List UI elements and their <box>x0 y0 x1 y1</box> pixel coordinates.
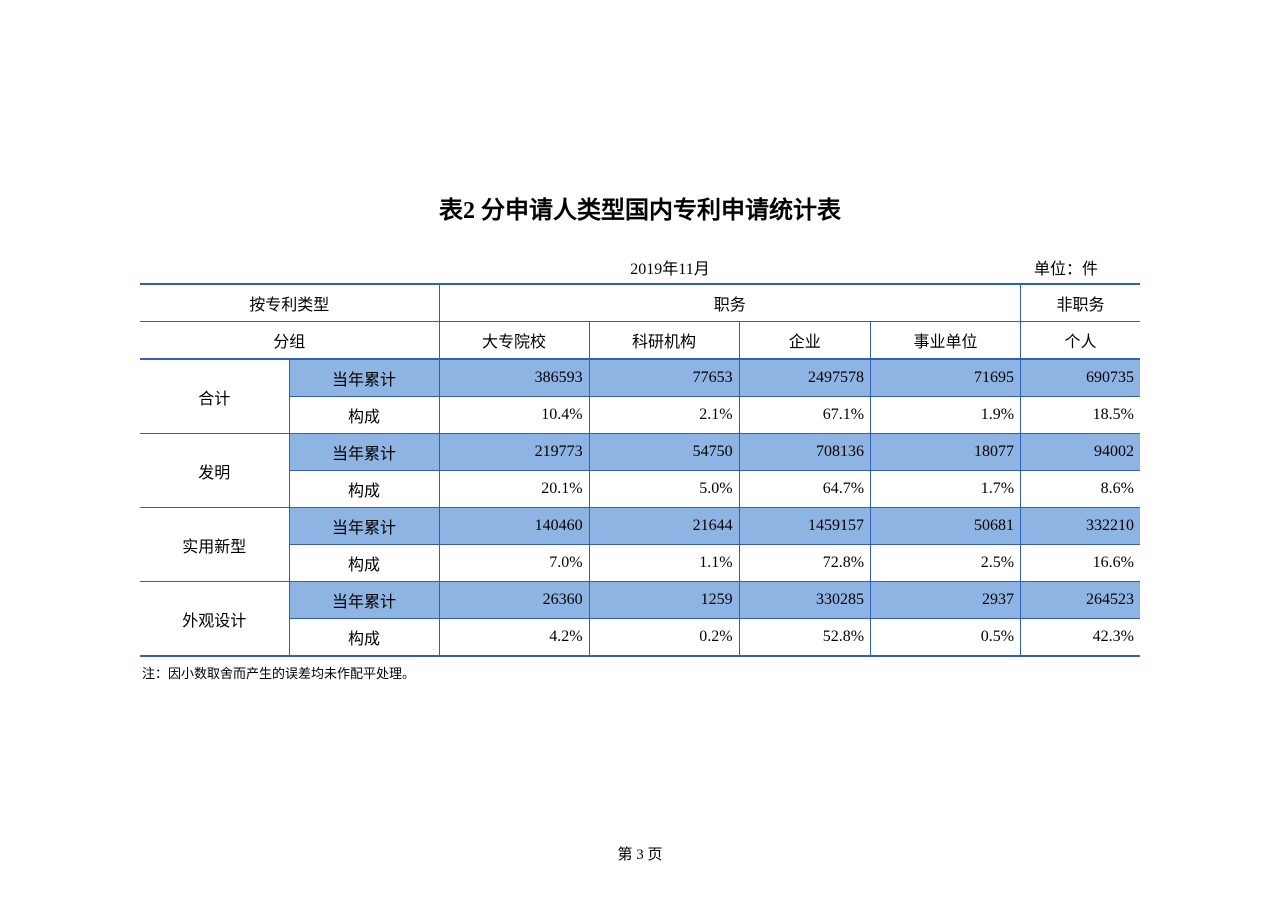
data-cell: 10.4% <box>439 397 589 434</box>
data-cell: 140460 <box>439 508 589 545</box>
data-cell: 1.1% <box>589 545 739 582</box>
row-category: 外观设计 <box>140 582 289 657</box>
table-title: 表2 分申请人类型国内专利申请统计表 <box>0 190 1280 225</box>
page-number: 第 3 页 <box>0 843 1280 864</box>
data-cell: 330285 <box>739 582 870 619</box>
data-cell: 0.2% <box>589 619 739 657</box>
data-table: 按专利类型 职务 非职务 分组 大专院校 科研机构 企业 事业单位 个人 合计 … <box>140 283 1140 657</box>
row-metric-cumulative: 当年累计 <box>289 434 439 471</box>
row-metric-composition: 构成 <box>289 471 439 508</box>
table-row: 构成 20.1% 5.0% 64.7% 1.7% 8.6% <box>140 471 1140 508</box>
row-metric-cumulative: 当年累计 <box>289 508 439 545</box>
table-row: 合计 当年累计 386593 77653 2497578 71695 69073… <box>140 359 1140 397</box>
table-row: 发明 当年累计 219773 54750 708136 18077 94002 <box>140 434 1140 471</box>
table-row: 构成 7.0% 1.1% 72.8% 2.5% 16.6% <box>140 545 1140 582</box>
data-cell: 7.0% <box>439 545 589 582</box>
data-cell: 2.5% <box>871 545 1021 582</box>
data-cell: 1459157 <box>739 508 870 545</box>
row-metric-cumulative: 当年累计 <box>289 359 439 397</box>
header-row-2: 分组 大专院校 科研机构 企业 事业单位 个人 <box>140 322 1140 360</box>
data-cell: 64.7% <box>739 471 870 508</box>
data-cell: 42.3% <box>1021 619 1140 657</box>
data-cell: 4.2% <box>439 619 589 657</box>
table-row: 实用新型 当年累计 140460 21644 1459157 50681 332… <box>140 508 1140 545</box>
data-cell: 52.8% <box>739 619 870 657</box>
footnote: 注：因小数取舍而产生的误差均未作配平处理。 <box>140 663 1140 682</box>
row-metric-cumulative: 当年累计 <box>289 582 439 619</box>
header-col-3: 企业 <box>739 322 870 360</box>
data-cell: 219773 <box>439 434 589 471</box>
data-cell: 77653 <box>589 359 739 397</box>
data-cell: 26360 <box>439 582 589 619</box>
data-cell: 94002 <box>1021 434 1140 471</box>
table-row: 外观设计 当年累计 26360 1259 330285 2937 264523 <box>140 582 1140 619</box>
header-nonduty: 非职务 <box>1021 284 1140 322</box>
data-cell: 50681 <box>871 508 1021 545</box>
row-category: 实用新型 <box>140 508 289 582</box>
table-row: 构成 4.2% 0.2% 52.8% 0.5% 42.3% <box>140 619 1140 657</box>
header-col-1: 大专院校 <box>439 322 589 360</box>
data-cell: 21644 <box>589 508 739 545</box>
row-metric-composition: 构成 <box>289 545 439 582</box>
data-cell: 690735 <box>1021 359 1140 397</box>
header-col-2: 科研机构 <box>589 322 739 360</box>
header-group-label-2: 分组 <box>140 322 439 360</box>
table-wrapper: 2019年11月 单位：件 按专利类型 职务 非职务 分组 大专院校 科研机构 … <box>140 255 1140 682</box>
row-metric-composition: 构成 <box>289 619 439 657</box>
data-cell: 20.1% <box>439 471 589 508</box>
data-cell: 54750 <box>589 434 739 471</box>
header-group-label-1: 按专利类型 <box>140 284 439 322</box>
data-cell: 708136 <box>739 434 870 471</box>
meta-date: 2019年11月 <box>144 255 996 279</box>
data-cell: 2497578 <box>739 359 870 397</box>
data-cell: 264523 <box>1021 582 1140 619</box>
data-cell: 0.5% <box>871 619 1021 657</box>
row-category: 合计 <box>140 359 289 434</box>
row-category: 发明 <box>140 434 289 508</box>
data-cell: 332210 <box>1021 508 1140 545</box>
table-row: 构成 10.4% 2.1% 67.1% 1.9% 18.5% <box>140 397 1140 434</box>
header-duty: 职务 <box>439 284 1020 322</box>
data-cell: 1259 <box>589 582 739 619</box>
header-row-1: 按专利类型 职务 非职务 <box>140 284 1140 322</box>
data-cell: 386593 <box>439 359 589 397</box>
data-cell: 18.5% <box>1021 397 1140 434</box>
data-cell: 71695 <box>871 359 1021 397</box>
data-cell: 5.0% <box>589 471 739 508</box>
data-cell: 2.1% <box>589 397 739 434</box>
data-cell: 72.8% <box>739 545 870 582</box>
data-cell: 1.7% <box>871 471 1021 508</box>
data-cell: 2937 <box>871 582 1021 619</box>
data-cell: 1.9% <box>871 397 1021 434</box>
meta-unit: 单位：件 <box>996 255 1136 279</box>
data-cell: 8.6% <box>1021 471 1140 508</box>
data-cell: 18077 <box>871 434 1021 471</box>
data-cell: 67.1% <box>739 397 870 434</box>
page-container: 表2 分申请人类型国内专利申请统计表 2019年11月 单位：件 按专利类型 职… <box>0 0 1280 682</box>
data-cell: 16.6% <box>1021 545 1140 582</box>
header-col-5: 个人 <box>1021 322 1140 360</box>
row-metric-composition: 构成 <box>289 397 439 434</box>
header-col-4: 事业单位 <box>871 322 1021 360</box>
meta-row: 2019年11月 单位：件 <box>140 255 1140 283</box>
